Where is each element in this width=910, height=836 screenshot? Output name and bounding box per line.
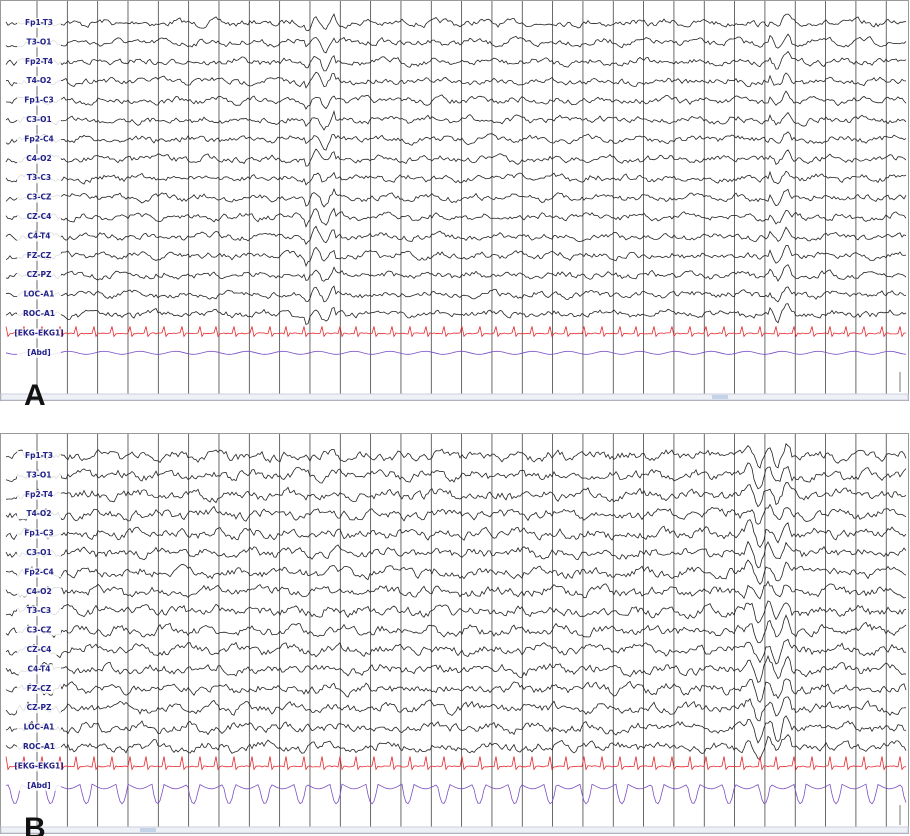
panel-label: A: [24, 379, 46, 412]
channel-label: FZ-CZ: [27, 684, 52, 693]
scroll-thumb: [712, 395, 728, 399]
channel-label: C4-O2: [26, 587, 51, 596]
channel-label: Fp2-T4: [25, 57, 53, 66]
channel-label: Fp2-C4: [24, 567, 54, 576]
channel-label: [EKG-EKG1]: [14, 761, 63, 770]
channel-label: C3-CZ: [27, 626, 52, 635]
channel-label: T4-O2: [26, 76, 51, 85]
channel-label: CZ-PZ: [27, 703, 52, 712]
channel-label: CZ-C4: [27, 645, 52, 654]
channel-label: ROC-A1: [23, 309, 55, 318]
channel-label: Fp1-T3: [25, 18, 53, 27]
channel-label: [Abd]: [27, 348, 50, 357]
channel-label: CZ-C4: [27, 212, 52, 221]
channel-label: T3-C3: [27, 606, 51, 615]
scrollbar: [1, 827, 908, 833]
channel-label: T3-O1: [26, 470, 51, 479]
channel-label: C4-T4: [27, 231, 50, 240]
channel-label: Fp1-C3: [24, 96, 54, 105]
channel-label: FZ-CZ: [27, 251, 52, 260]
eeg-figure: Fp1-T3 T3-O1 Fp2-T4 T4-O2 Fp1-C3 C3-O1 Fp2-C4 C…: [0, 0, 910, 836]
panel-label: B: [24, 812, 46, 836]
channel-label: [EKG-EKG1]: [14, 328, 63, 337]
channel-label: LOC-A1: [24, 290, 55, 299]
channel-label: C4-T4: [27, 664, 50, 673]
channel-label: C3-CZ: [27, 193, 52, 202]
eeg-panel: Fp1-T3 T3-O1 Fp2-T4 T4-O2 Fp1-C3 C3-O1 Fp2-C4 C…: [1, 434, 909, 836]
eeg-panel: Fp1-T3 T3-O1 Fp2-T4 T4-O2 Fp1-C3 C3-O1 Fp2-C4 C…: [1, 1, 909, 413]
scrollbar: [1, 394, 908, 400]
channel-label: ROC-A1: [23, 742, 55, 751]
panel-frame: [1, 1, 909, 401]
channel-label: T3-O1: [26, 37, 51, 46]
channel-label: C3-O1: [26, 115, 51, 124]
channel-label: Fp1-C3: [24, 529, 54, 538]
channel-label: Fp2-C4: [24, 134, 54, 143]
channel-label: Fp1-T3: [25, 451, 53, 460]
scroll-thumb: [140, 828, 156, 832]
channel-label: C3-O1: [26, 548, 51, 557]
channel-label: LOC-A1: [24, 723, 55, 732]
channel-label: C4-O2: [26, 154, 51, 163]
channel-label: T4-O2: [26, 509, 51, 518]
channel-label: T3-C3: [27, 173, 51, 182]
channel-label: CZ-PZ: [27, 270, 52, 279]
channel-label: [Abd]: [27, 781, 50, 790]
channel-label: Fp2-T4: [25, 490, 53, 499]
